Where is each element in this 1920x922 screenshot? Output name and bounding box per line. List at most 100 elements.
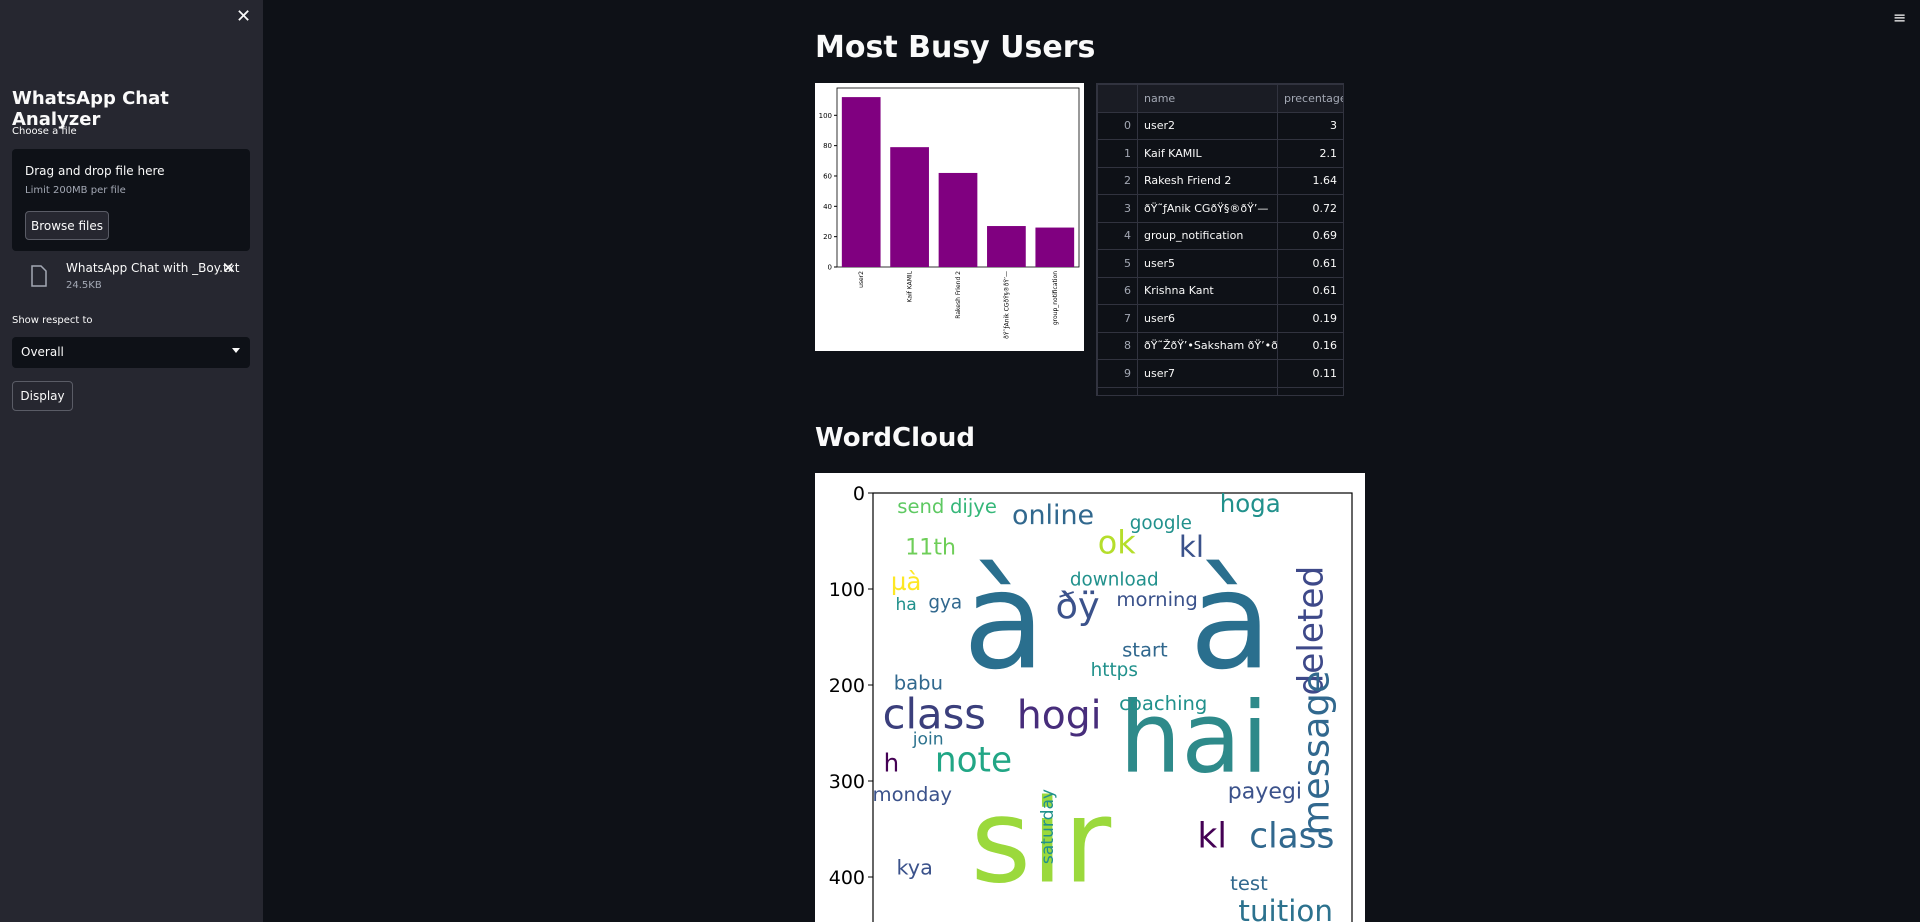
select-value: Overall bbox=[21, 345, 64, 359]
file-name: WhatsApp Chat with _Boy.txt bbox=[66, 261, 240, 275]
cell: 0.69 bbox=[1277, 221, 1343, 250]
word: kl bbox=[1179, 530, 1204, 564]
word: note bbox=[935, 740, 1012, 780]
dropzone[interactable]: Drag and drop file here Limit 200MB per … bbox=[12, 149, 250, 251]
word: monday bbox=[873, 783, 952, 806]
word: h bbox=[884, 748, 900, 777]
cell bbox=[1097, 386, 1138, 395]
word: payegi bbox=[1228, 779, 1302, 804]
y-tick-label: 20 bbox=[823, 233, 832, 241]
table-row bbox=[1097, 386, 1343, 395]
cell: 0.11 bbox=[1277, 359, 1343, 388]
word: google bbox=[1130, 513, 1192, 534]
table-row: 3 ðŸ˜ƒAnik CGðŸ§®ðŸ’— 0.72 bbox=[1097, 194, 1343, 223]
word: start bbox=[1122, 638, 1168, 661]
y-tick-label: 0 bbox=[853, 483, 865, 505]
cell bbox=[1137, 386, 1278, 395]
x-tick-label: ðŸ˜ƒAnik CGðŸ§®ðŸ’— bbox=[1003, 271, 1010, 339]
y-tick-label: 0 bbox=[828, 264, 832, 272]
word: gya bbox=[928, 593, 962, 614]
row-index: 8 bbox=[1097, 331, 1138, 360]
word: class bbox=[883, 690, 986, 739]
word: morning bbox=[1116, 588, 1197, 611]
word: ok bbox=[1098, 523, 1136, 561]
browse-button[interactable]: Browse files bbox=[25, 211, 109, 240]
cell: 2.1 bbox=[1277, 139, 1343, 168]
file-label: Choose a file bbox=[12, 126, 77, 137]
word: hai bbox=[1119, 681, 1268, 795]
word: sir bbox=[970, 775, 1111, 910]
row-index: 9 bbox=[1097, 359, 1138, 388]
remove-file[interactable]: ✕ bbox=[222, 259, 235, 277]
word: 11th bbox=[905, 536, 956, 561]
bar bbox=[1035, 227, 1075, 267]
word: download bbox=[1070, 569, 1159, 590]
word: kl bbox=[1198, 816, 1227, 856]
table-wrap: name precentage 0 user2 3 1 Kaif KAMIL 2.1 2 Rake… bbox=[1096, 83, 1344, 396]
row-index: 6 bbox=[1097, 276, 1138, 305]
close-sidebar[interactable]: ✕ bbox=[236, 6, 252, 27]
x-tick-label: group_notification bbox=[1052, 271, 1059, 325]
file-icon bbox=[31, 265, 47, 287]
table-row: 5 user5 0.61 bbox=[1097, 249, 1343, 278]
word: à bbox=[1189, 542, 1272, 699]
y-tick-label: 60 bbox=[823, 172, 832, 180]
table-row: 9 user7 0.11 bbox=[1097, 359, 1343, 388]
table-row: 0 user2 3 bbox=[1097, 111, 1343, 140]
row-index: 5 bbox=[1097, 249, 1138, 278]
bar bbox=[987, 226, 1026, 267]
word: babu bbox=[894, 671, 943, 694]
y-tick-label: 40 bbox=[823, 203, 832, 211]
heading: Most Busy Users bbox=[815, 30, 1096, 65]
cell: 0.16 bbox=[1277, 331, 1343, 360]
y-tick-label: 400 bbox=[829, 867, 865, 889]
table-row: 6 Krishna Kant 0.61 bbox=[1097, 276, 1343, 305]
word: test bbox=[1230, 872, 1268, 895]
cell: Krishna Kant bbox=[1137, 276, 1278, 305]
word: hogi bbox=[1017, 694, 1102, 739]
word: dijye bbox=[950, 495, 997, 518]
bar-chart: 0 20 40 60 80 100 user2 Kaif KAMIL Rakesh Friend… bbox=[815, 83, 1084, 351]
cell: user6 bbox=[1137, 304, 1278, 333]
cell: 0.61 bbox=[1277, 249, 1343, 278]
sidebar: ✕ WhatsApp Chat Analyzer Choose a file D… bbox=[0, 0, 263, 922]
cell: user2 bbox=[1137, 111, 1278, 140]
table: name precentage 0 user2 3 1 Kaif KAMIL 2.1 2 Rake… bbox=[1097, 84, 1343, 395]
cell: user7 bbox=[1137, 359, 1278, 388]
y-tick-label: 200 bbox=[829, 675, 865, 697]
header-cell: name bbox=[1137, 84, 1278, 113]
axes-frame bbox=[872, 492, 1353, 922]
row-index: 0 bbox=[1097, 111, 1138, 140]
select-box[interactable]: Overall bbox=[12, 337, 250, 368]
heading: WordCloud bbox=[815, 423, 976, 453]
word: ha bbox=[895, 595, 916, 615]
word: ðÿ bbox=[1055, 584, 1099, 627]
word: saturday bbox=[1038, 789, 1058, 864]
row-index: 4 bbox=[1097, 221, 1138, 250]
y-tick-label: 100 bbox=[829, 579, 865, 601]
display-button[interactable]: Display bbox=[12, 381, 73, 411]
x-tick-label: Rakesh Friend 2 bbox=[955, 271, 962, 319]
cell: 3 bbox=[1277, 111, 1343, 140]
cell bbox=[1277, 386, 1343, 395]
row-index: 3 bbox=[1097, 194, 1138, 223]
word: deleted bbox=[1291, 566, 1331, 696]
header-row: name precentage bbox=[1097, 84, 1343, 113]
bar bbox=[938, 172, 978, 267]
dropzone-limit: Limit 200MB per file bbox=[25, 185, 126, 196]
word: µà bbox=[891, 567, 922, 596]
table-row: 4 group_notification 0.69 bbox=[1097, 221, 1343, 250]
menu-button[interactable]: ≡ bbox=[1893, 8, 1907, 27]
word: https bbox=[1091, 660, 1138, 681]
cell: Kaif KAMIL bbox=[1137, 139, 1278, 168]
word: kya bbox=[897, 855, 933, 879]
word: tuition bbox=[1238, 894, 1333, 922]
select-arrow bbox=[232, 348, 240, 353]
sidebar-title: WhatsApp Chat Analyzer bbox=[12, 88, 169, 130]
word: à bbox=[963, 542, 1046, 699]
table-row: 7 user6 0.19 bbox=[1097, 304, 1343, 333]
header-cell bbox=[1097, 84, 1138, 113]
cell: user5 bbox=[1137, 249, 1278, 278]
